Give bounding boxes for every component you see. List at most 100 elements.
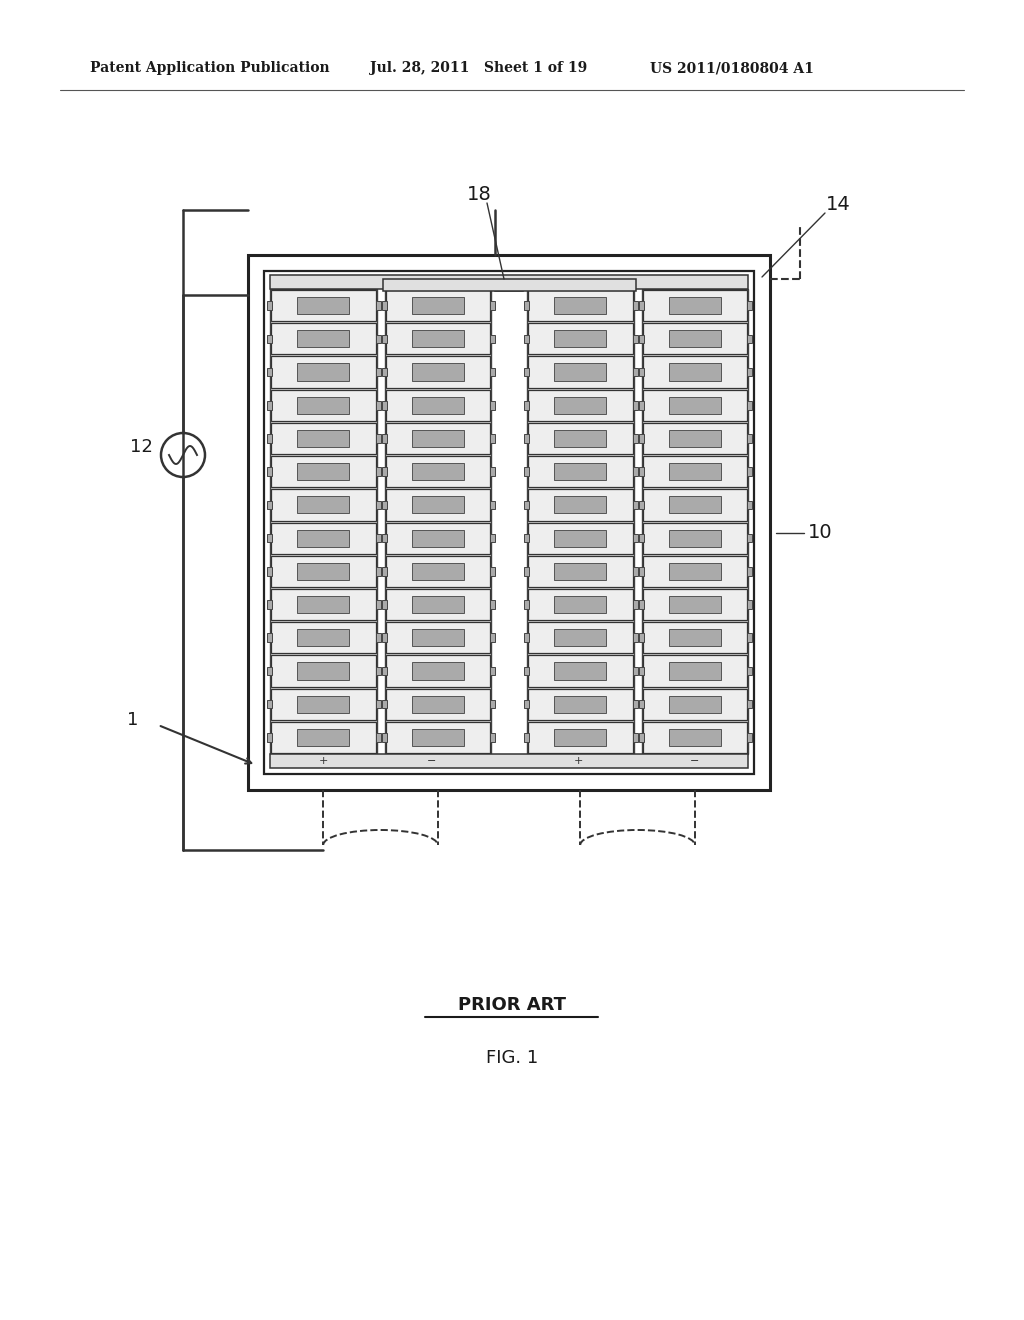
Bar <box>412 696 464 713</box>
Bar <box>376 401 381 409</box>
Bar <box>554 729 606 746</box>
Bar <box>528 523 633 553</box>
Bar <box>267 301 272 310</box>
Bar <box>385 589 490 620</box>
Bar <box>633 533 638 543</box>
Bar <box>382 467 386 477</box>
Bar <box>669 729 721 746</box>
Bar <box>746 368 752 376</box>
Text: −: − <box>427 756 436 766</box>
Bar <box>633 301 638 310</box>
Bar <box>554 463 606 480</box>
Bar <box>382 334 386 343</box>
Bar <box>385 689 490 719</box>
Bar <box>746 533 752 543</box>
Bar <box>382 601 386 609</box>
Bar <box>267 733 272 742</box>
Bar <box>633 601 638 609</box>
Bar <box>490 334 495 343</box>
Bar <box>267 568 272 576</box>
Bar <box>633 700 638 709</box>
Bar <box>639 601 643 609</box>
Bar <box>524 301 529 310</box>
Bar <box>524 368 529 376</box>
Text: +: + <box>318 756 328 766</box>
Bar <box>490 500 495 510</box>
Bar <box>490 700 495 709</box>
Bar <box>297 397 349 414</box>
Bar <box>639 500 643 510</box>
Bar <box>248 255 770 789</box>
Bar <box>412 496 464 513</box>
Bar <box>270 289 377 754</box>
Bar <box>376 467 381 477</box>
Bar <box>669 529 721 546</box>
Text: 10: 10 <box>808 523 833 543</box>
Bar <box>382 634 386 642</box>
Bar <box>746 467 752 477</box>
Bar <box>524 467 529 477</box>
Bar <box>267 634 272 642</box>
Bar <box>490 568 495 576</box>
Bar <box>267 334 272 343</box>
Bar <box>746 334 752 343</box>
Bar <box>297 562 349 579</box>
Bar <box>385 356 490 388</box>
Text: 12: 12 <box>130 438 153 455</box>
Bar <box>385 523 490 553</box>
Bar <box>382 301 386 310</box>
Bar <box>490 634 495 642</box>
Bar <box>669 696 721 713</box>
Bar <box>633 568 638 576</box>
Bar <box>528 490 633 520</box>
Bar <box>642 622 746 653</box>
Text: 1: 1 <box>127 711 138 729</box>
Bar <box>376 700 381 709</box>
Bar <box>554 397 606 414</box>
Bar <box>495 288 523 290</box>
Bar <box>297 330 349 347</box>
Bar <box>524 634 529 642</box>
Bar <box>385 622 490 653</box>
Bar <box>554 363 606 380</box>
Bar <box>297 630 349 647</box>
Bar <box>412 562 464 579</box>
Bar <box>490 733 495 742</box>
Bar <box>490 401 495 409</box>
Bar <box>633 634 638 642</box>
Bar <box>271 589 376 620</box>
Bar <box>376 434 381 442</box>
Bar <box>271 689 376 719</box>
Bar <box>633 467 638 477</box>
Bar <box>639 700 643 709</box>
Bar <box>385 490 490 520</box>
Bar <box>382 700 386 709</box>
Bar <box>271 323 376 355</box>
Bar <box>376 334 381 343</box>
Bar <box>528 622 633 653</box>
Bar <box>524 533 529 543</box>
Text: Patent Application Publication: Patent Application Publication <box>90 61 330 75</box>
Bar <box>642 290 746 321</box>
Text: 14: 14 <box>825 195 850 214</box>
Bar <box>633 667 638 676</box>
Bar <box>382 368 386 376</box>
Bar <box>385 556 490 587</box>
Bar <box>642 722 746 752</box>
Bar <box>746 634 752 642</box>
Bar <box>554 529 606 546</box>
Bar <box>271 389 376 421</box>
Bar <box>639 334 643 343</box>
Bar <box>382 667 386 676</box>
Bar <box>271 490 376 520</box>
Bar <box>528 589 633 620</box>
Bar <box>385 422 490 454</box>
Bar <box>376 301 381 310</box>
Bar <box>528 655 633 686</box>
Bar <box>669 297 721 314</box>
Bar <box>524 500 529 510</box>
Text: +: + <box>573 756 583 766</box>
Text: US 2011/0180804 A1: US 2011/0180804 A1 <box>650 61 814 75</box>
Bar <box>264 271 754 774</box>
Bar <box>412 630 464 647</box>
